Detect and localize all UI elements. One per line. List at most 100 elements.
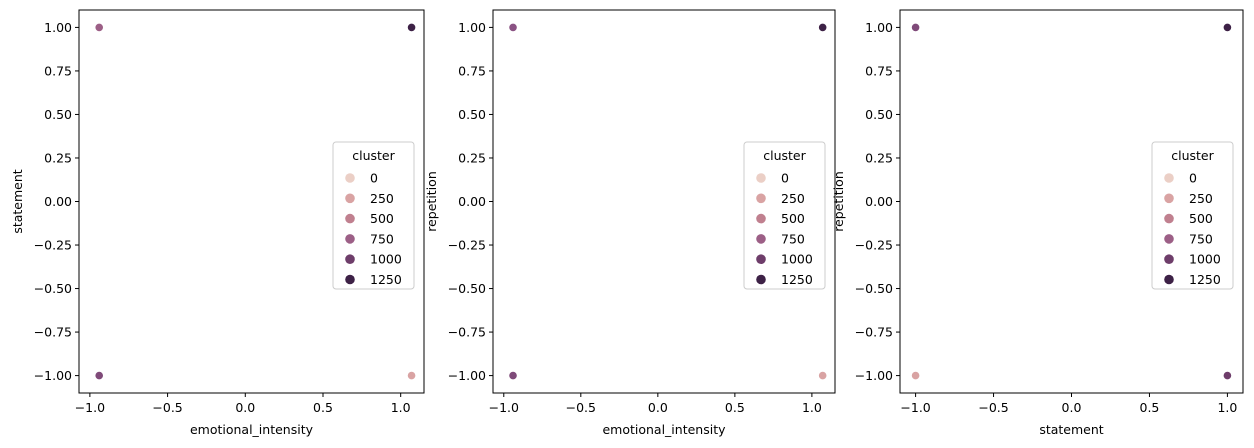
legend-label: 0 (1189, 171, 1197, 186)
y-axis-label: statement (10, 169, 25, 233)
data-point (818, 22, 828, 33)
x-axis-label: emotional_intensity (602, 422, 726, 437)
legend-marker (345, 173, 355, 183)
scatter-panel-3: −1.0 −0.5 0.0 0.5 1.0 1.00 0.75 0.50 0.25 0.00 −0.… (831, 9, 1244, 437)
y-tick-label: 0.00 (865, 194, 893, 209)
y-tick-label: 0.75 (865, 63, 893, 78)
x-tick-label: 0.0 (648, 400, 668, 415)
y-tick-label: −0.25 (448, 238, 486, 253)
legend-marker (345, 193, 355, 204)
y-tick-label: −0.50 (448, 281, 486, 296)
data-point (818, 370, 828, 381)
legend: cluster 0 250 500 750 1000 1250 (743, 141, 826, 290)
legend-label: 250 (1189, 191, 1213, 206)
legend-label: 1000 (370, 252, 402, 267)
x-tick-label: −0.5 (978, 400, 1008, 415)
y-tick-label: 0.75 (458, 63, 486, 78)
x-tick-label: 0.5 (1140, 400, 1160, 415)
y-tick-label: −1.00 (34, 368, 72, 383)
data-point (406, 22, 417, 33)
data-point (406, 370, 417, 381)
legend-title: cluster (763, 148, 806, 163)
legend-marker (1164, 274, 1174, 285)
legend-label: 750 (1189, 231, 1213, 246)
legend-label: 0 (781, 171, 789, 186)
x-tick-label: −0.5 (152, 400, 182, 415)
data-point (1222, 370, 1233, 381)
y-tick-label: −1.00 (855, 368, 893, 383)
legend-marker (1164, 234, 1174, 244)
scatter-panel-2: −1.0 −0.5 0.0 0.5 1.0 1.00 0.75 0.50 0.25 0.00 −0.… (424, 9, 836, 437)
x-tick-label: 1.0 (391, 400, 411, 415)
y-tick-label: −1.00 (448, 368, 486, 383)
y-tick-label: 1.00 (458, 20, 486, 35)
y-tick-label: 1.00 (865, 20, 893, 35)
legend-marker (1164, 213, 1174, 224)
x-axis-label: emotional_intensity (190, 422, 314, 437)
y-tick-label: 0.75 (44, 63, 72, 78)
y-tick-label: 0.25 (865, 150, 893, 165)
y-tick-label: −0.25 (855, 238, 893, 253)
x-tick-label: 0.5 (313, 400, 333, 415)
legend-marker (756, 254, 766, 264)
legend-label: 750 (781, 231, 805, 246)
legend-marker (756, 213, 766, 224)
legend-marker (756, 274, 766, 285)
x-tick-label: −1.0 (75, 400, 105, 415)
legend-marker (756, 234, 766, 244)
data-point (1222, 22, 1233, 33)
legend-label: 1250 (1189, 272, 1221, 287)
legend-label: 1250 (781, 272, 813, 287)
y-tick-label: 0.25 (458, 150, 486, 165)
data-point (94, 370, 104, 381)
x-tick-label: −1.0 (900, 400, 930, 415)
legend-label: 500 (781, 211, 805, 226)
y-tick-label: 1.00 (44, 20, 72, 35)
x-tick-label: 1.0 (802, 400, 822, 415)
x-tick-label: 1.0 (1217, 400, 1237, 415)
y-tick-label: −0.75 (34, 325, 72, 340)
x-tick-label: 0.5 (725, 400, 745, 415)
legend-title: cluster (352, 148, 395, 163)
legend-label: 1000 (1189, 252, 1221, 267)
y-tick-label: −0.75 (448, 325, 486, 340)
data-point (910, 370, 921, 381)
y-tick-label: 0.00 (44, 194, 72, 209)
legend-label: 0 (370, 171, 378, 186)
y-axis-label: repetition (424, 171, 439, 232)
legend-marker (345, 274, 355, 285)
legend-marker (345, 213, 355, 224)
y-tick-label: 0.25 (44, 150, 72, 165)
x-axis-label: statement (1039, 422, 1103, 437)
x-tick-label: −0.5 (566, 400, 596, 415)
legend-label: 250 (370, 191, 394, 206)
y-tick-label: −0.75 (855, 325, 893, 340)
data-point (910, 22, 921, 33)
x-tick-label: 0.0 (1062, 400, 1082, 415)
legend-marker (345, 254, 355, 264)
y-tick-label: 0.50 (44, 107, 72, 122)
legend-marker (1164, 173, 1174, 183)
data-point (508, 22, 518, 33)
legend: cluster 0 250 500 750 1000 1250 (332, 141, 415, 290)
y-tick-label: 0.50 (458, 107, 486, 122)
y-axis-label: repetition (831, 171, 846, 232)
legend-marker (1164, 193, 1174, 204)
legend-marker (1164, 254, 1174, 264)
data-point (94, 22, 104, 33)
legend-marker (345, 234, 355, 244)
legend-label: 1250 (370, 272, 402, 287)
scatter-panel-1: −1.0 −0.5 0.0 0.5 1.0 1.00 0.75 0.50 0.25 0.00 −0.… (10, 9, 425, 437)
y-tick-label: −0.25 (34, 238, 72, 253)
x-tick-label: −1.0 (489, 400, 519, 415)
legend-title: cluster (1171, 148, 1214, 163)
y-tick-label: −0.50 (34, 281, 72, 296)
y-tick-label: −0.50 (855, 281, 893, 296)
y-tick-label: 0.50 (865, 107, 893, 122)
legend-label: 250 (781, 191, 805, 206)
legend-label: 500 (1189, 211, 1213, 226)
legend-label: 750 (370, 231, 394, 246)
legend-marker (756, 173, 766, 183)
legend-label: 500 (370, 211, 394, 226)
